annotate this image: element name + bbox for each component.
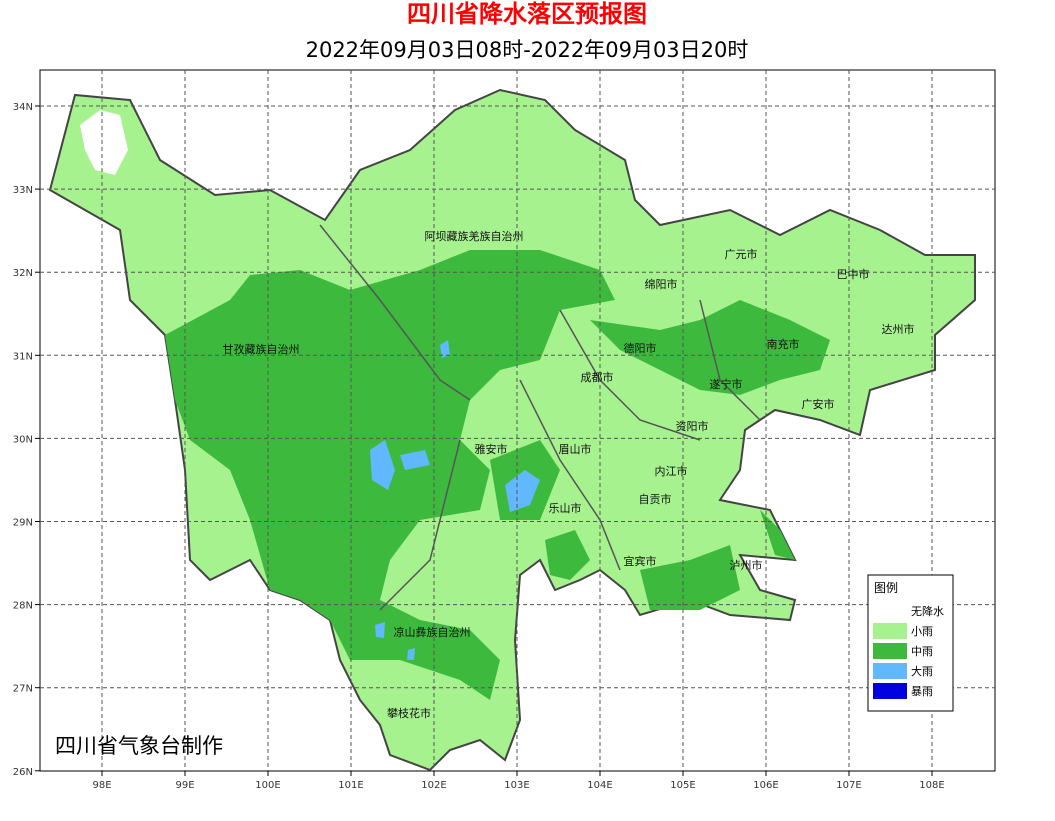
- lat-tick-label: 28N: [13, 601, 33, 612]
- legend-label: 小雨: [911, 625, 933, 638]
- legend-swatch: [873, 603, 907, 619]
- place-label: 泸州市: [730, 558, 763, 572]
- medium-rain-area: [760, 510, 795, 560]
- place-label: 阿坝藏族羌族自治州: [425, 229, 524, 243]
- land: [48, 88, 976, 772]
- lon-tick-label: 105E: [670, 780, 695, 791]
- legend-title: 图例: [874, 581, 898, 595]
- place-label: 资阳市: [676, 419, 709, 433]
- place-label: 绵阳市: [645, 277, 678, 291]
- no-rain-area: [80, 110, 128, 175]
- lon-tick-label: 102E: [421, 780, 446, 791]
- heavy-rain-area: [375, 622, 385, 638]
- boundary: [519, 379, 621, 571]
- legend-label: 中雨: [911, 645, 933, 658]
- lat-tick-label: 27N: [13, 684, 33, 695]
- lat-tick-label: 30N: [13, 434, 33, 445]
- place-label: 遂宁市: [710, 377, 743, 391]
- place-label: 南充市: [767, 337, 800, 351]
- medium-rain-area: [545, 530, 590, 580]
- place-label: 广安市: [802, 397, 835, 411]
- title: 四川省降水落区预报图: [407, 0, 647, 28]
- place-label: 甘孜藏族自治州: [223, 342, 300, 356]
- place-label: 攀枝花市: [387, 706, 431, 720]
- lon-tick-label: 106E: [753, 780, 778, 791]
- place-label: 乐山市: [549, 501, 582, 515]
- lat-tick-label: 34N: [13, 102, 33, 113]
- legend-label: 暴雨: [911, 685, 933, 698]
- legend-swatch: [873, 623, 907, 639]
- province-area: [48, 88, 976, 772]
- legend-swatch: [873, 643, 907, 659]
- lat-tick-label: 31N: [13, 351, 33, 362]
- place-label: 凉山彝族自治州: [394, 625, 471, 639]
- boundary: [559, 309, 701, 441]
- lon-tick-label: 104E: [587, 780, 612, 791]
- lat-tick-label: 26N: [13, 767, 33, 778]
- heavy-rain-area: [407, 648, 415, 660]
- lon-tick-label: 100E: [255, 780, 280, 791]
- lon-tick-label: 101E: [338, 780, 363, 791]
- legend-swatch: [873, 663, 907, 679]
- lon-tick-label: 103E: [504, 780, 529, 791]
- legend-label: 无降水: [911, 604, 944, 618]
- lon-tick-label: 107E: [836, 780, 861, 791]
- lat-tick-label: 32N: [13, 268, 33, 279]
- heavy-rain-area: [370, 440, 395, 490]
- lon-tick-label: 99E: [175, 780, 194, 791]
- boundary: [379, 439, 461, 611]
- legend-swatch: [873, 683, 907, 699]
- place-label: 眉山市: [559, 442, 592, 456]
- heavy-rain-area: [400, 450, 430, 470]
- medium-rain-area: [640, 545, 740, 610]
- lon-tick-label: 108E: [919, 780, 944, 791]
- medium-rain-area: [590, 300, 830, 395]
- place-label: 自贡市: [639, 492, 672, 506]
- boundary: [699, 299, 761, 421]
- place-label: 巴中市: [837, 267, 870, 281]
- lat-tick-label: 29N: [13, 518, 33, 529]
- place-label: 成都市: [581, 370, 614, 384]
- place-label: 雅安市: [475, 442, 508, 456]
- boundary: [319, 224, 471, 401]
- place-label: 德阳市: [624, 341, 657, 355]
- heavy-rain-area: [505, 470, 540, 512]
- credit: 四川省气象台制作: [55, 734, 223, 758]
- graticule: 34N 33N 32N 31N 30N 29N 28N 27N 26N 98E 99E 100E 101…: [13, 70, 995, 791]
- lon-tick-label: 98E: [92, 780, 111, 791]
- subtitle: 2022年09月03日08时-2022年09月03日20时: [306, 38, 749, 62]
- place-label: 宜宾市: [624, 554, 657, 568]
- place-label: 内江市: [655, 464, 688, 478]
- lat-tick-label: 33N: [13, 185, 33, 196]
- heavy-rain-area: [440, 340, 450, 358]
- place-label: 广元市: [725, 247, 758, 261]
- place-label: 达州市: [882, 322, 915, 336]
- legend-label: 大雨: [911, 664, 933, 678]
